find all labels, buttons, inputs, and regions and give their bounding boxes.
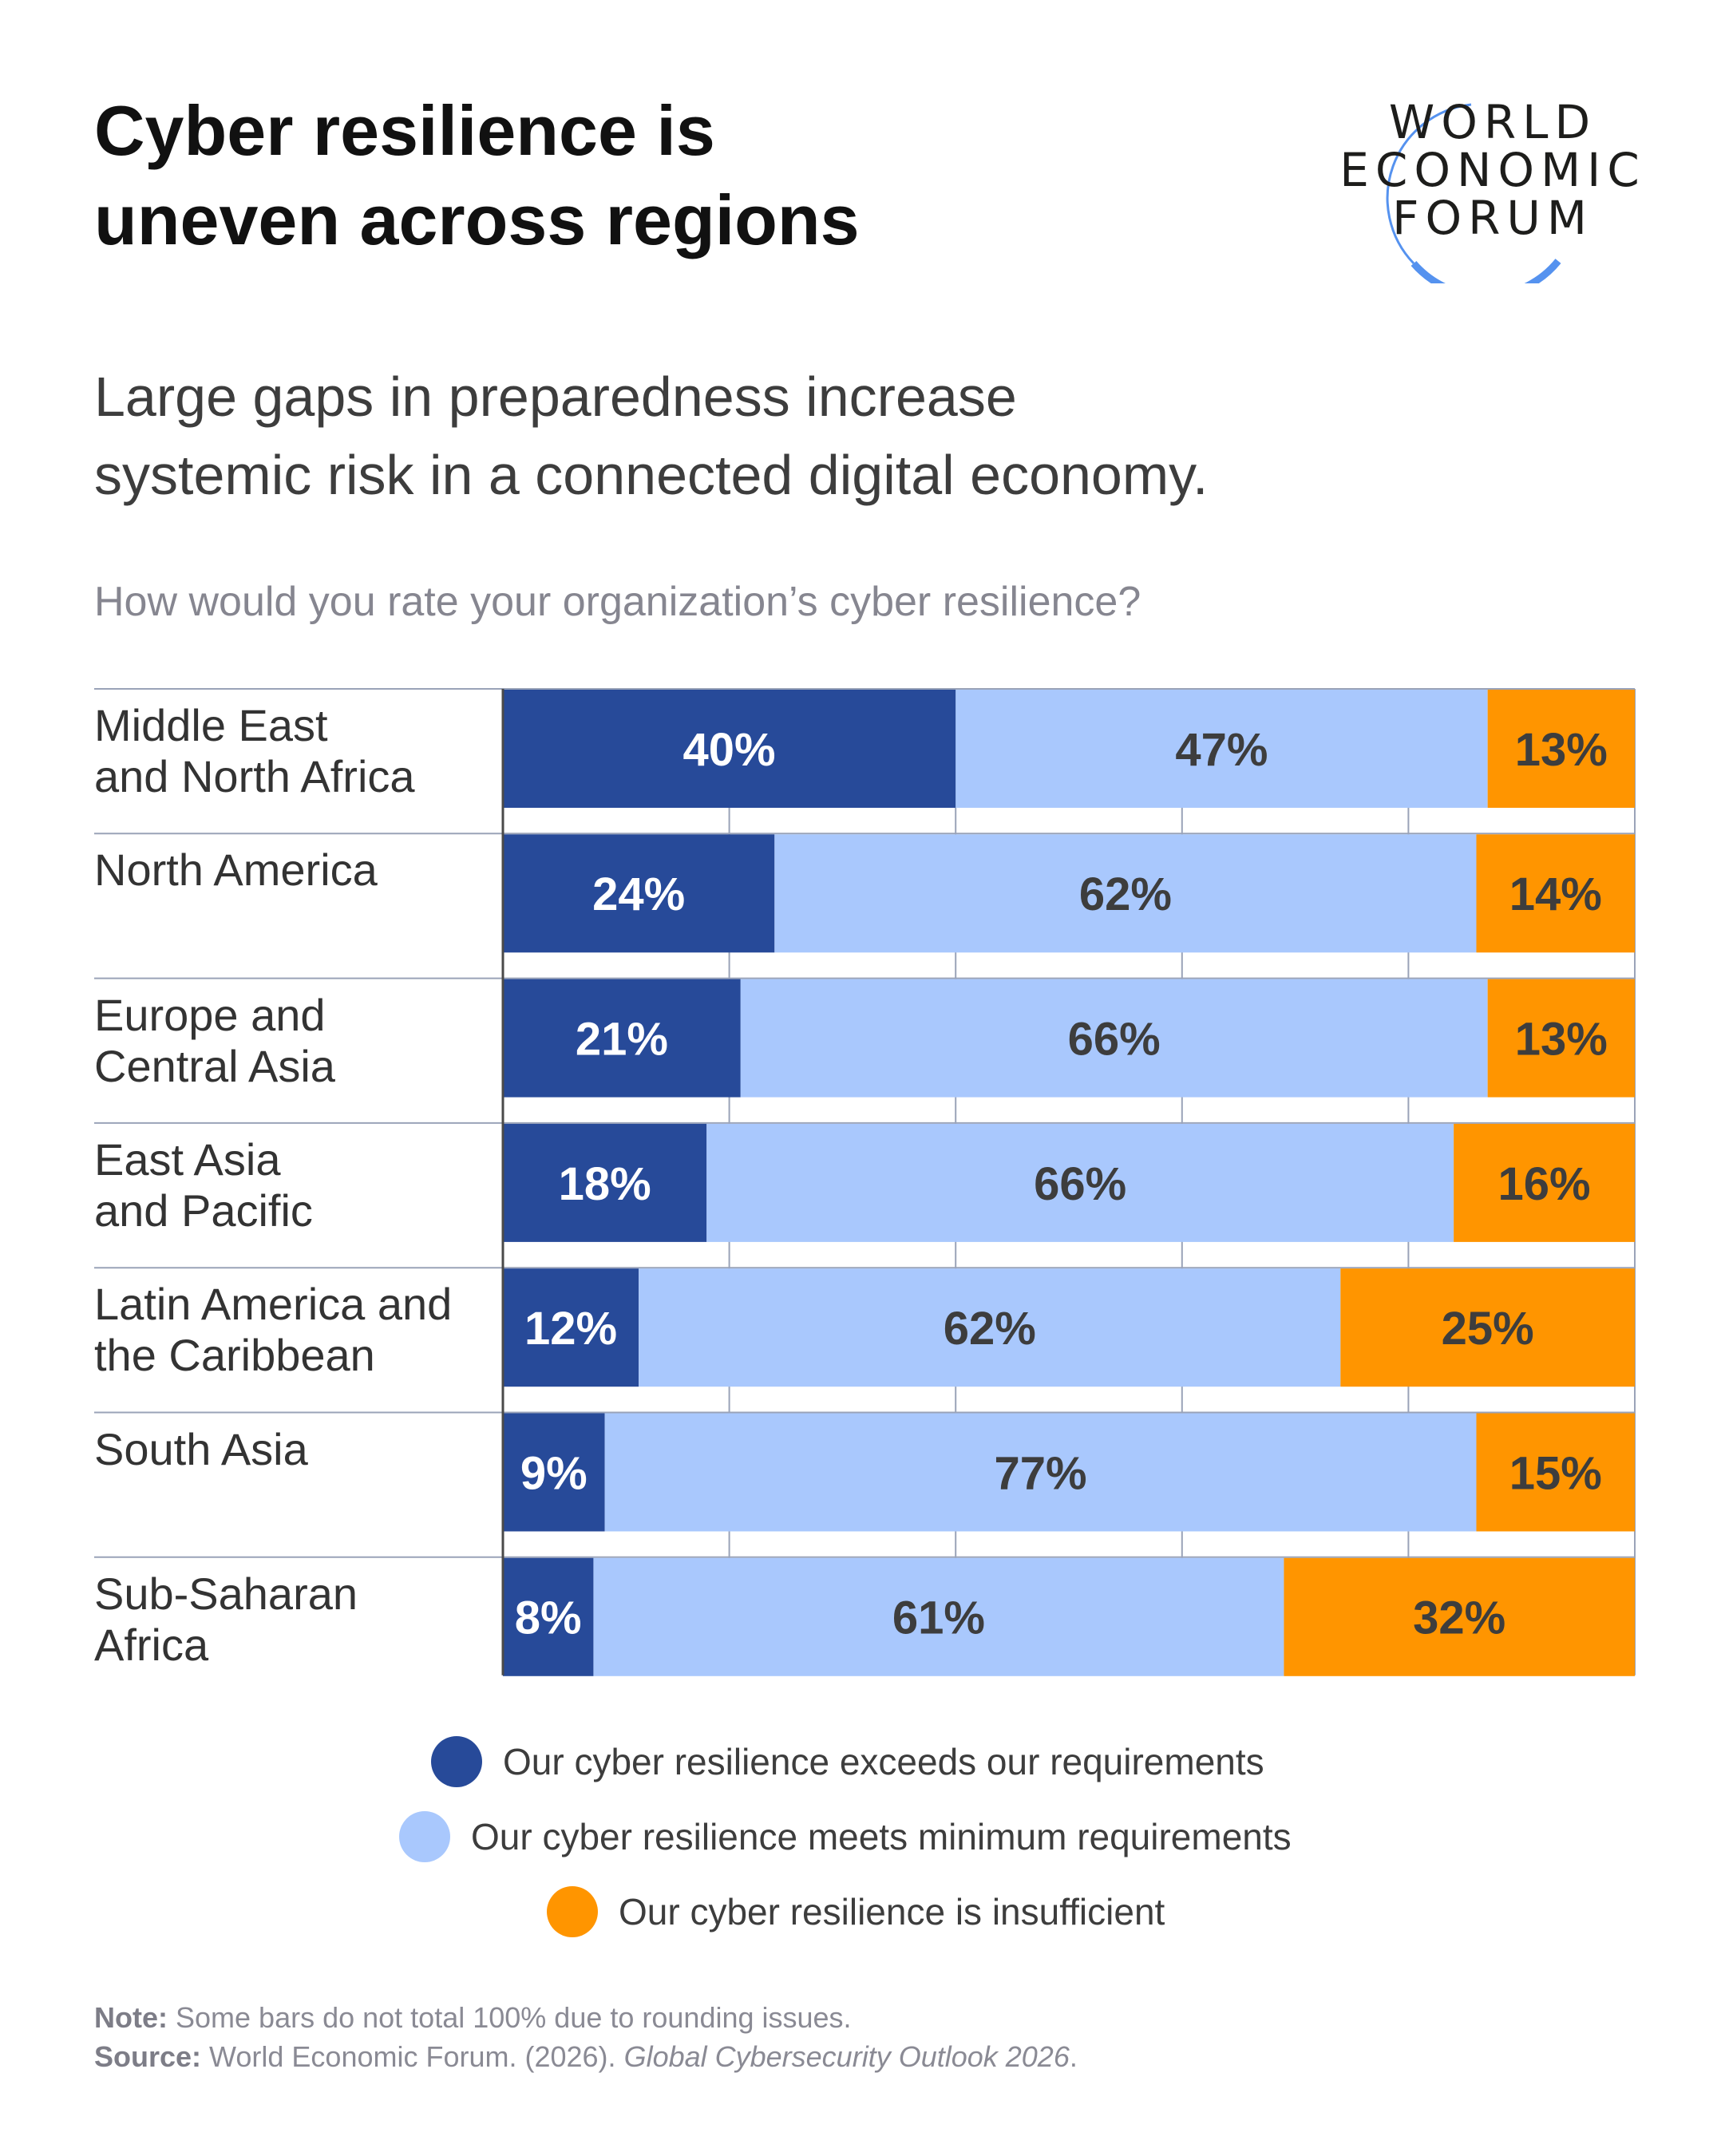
category-label: Middle East and North Africa: [94, 700, 493, 802]
bar-segment-insufficient: [1340, 1268, 1635, 1387]
category-label-line: and Pacific: [94, 1185, 313, 1236]
category-label: South Asia: [94, 1424, 493, 1475]
bar-segment-insufficient: [1487, 690, 1635, 808]
bar-segment-meets: [774, 834, 1477, 953]
data-label-exceeds: 40%: [683, 724, 776, 776]
bar-segment-exceeds: [503, 1268, 639, 1387]
data-label-insufficient: 14%: [1509, 868, 1602, 920]
category-label-line: East Asia: [94, 1133, 281, 1185]
legend-item-insufficient: Our cyber resilience is insufficient: [547, 1884, 1165, 1940]
title-line-2: uneven across regions: [94, 180, 860, 259]
bar-segment-exceeds: [503, 690, 956, 808]
legend-swatch-insufficient: [547, 1886, 598, 1937]
data-label-insufficient: 16%: [1498, 1158, 1591, 1210]
category-label-line: South Asia: [94, 1423, 308, 1474]
data-label-meets: 62%: [944, 1303, 1036, 1355]
data-label-insufficient: 25%: [1442, 1303, 1534, 1355]
data-label-exceeds: 21%: [576, 1013, 668, 1065]
bar-segment-meets: [740, 979, 1488, 1098]
bar-segment-insufficient: [1476, 1413, 1635, 1532]
bar-segment-insufficient: [1454, 1123, 1635, 1242]
note-label: Note:: [94, 2001, 168, 2034]
source-title: Global Cybersecurity Outlook 2026: [623, 2040, 1070, 2073]
data-label-exceeds: 8%: [515, 1592, 582, 1644]
data-label-insufficient: 32%: [1413, 1592, 1505, 1644]
category-label-line: and North Africa: [94, 751, 415, 801]
logo-word-world: WORLD: [1388, 95, 1597, 149]
bar-segment-exceeds: [503, 1413, 605, 1532]
legend-label: Our cyber resilience exceeds our require…: [503, 1741, 1264, 1782]
category-label-line: the Caribbean: [94, 1330, 375, 1381]
data-label-exceeds: 18%: [559, 1158, 651, 1210]
subtitle-line-1: Large gaps in preparedness increase: [94, 366, 1017, 428]
legend-label: Our cyber resilience meets minimum requi…: [471, 1816, 1292, 1857]
data-label-meets: 77%: [995, 1447, 1087, 1499]
legend-label: Our cyber resilience is insufficient: [619, 1891, 1165, 1932]
legend-swatch-exceeds: [431, 1736, 482, 1787]
data-label-meets: 62%: [1079, 868, 1172, 920]
bar-segment-insufficient: [1487, 979, 1635, 1098]
category-label-line: Latin America and: [94, 1279, 453, 1330]
category-label-line: Sub-Saharan: [94, 1568, 358, 1619]
bar-segment-meets: [593, 1557, 1284, 1676]
footer-note: Note: Some bars do not total 100% due to…: [94, 1999, 852, 2037]
source-end: .: [1069, 2040, 1078, 2073]
logo-word-economic: ECONOMIC: [1339, 143, 1646, 197]
data-label-exceeds: 24%: [592, 868, 685, 920]
legend-swatch-meets: [399, 1811, 450, 1862]
bar-segment-meets: [604, 1413, 1477, 1532]
legend-item-meets: Our cyber resilience meets minimum requi…: [399, 1809, 1292, 1865]
note-text: Some bars do not total 100% due to round…: [168, 2001, 852, 2034]
bar-segment-exceeds: [503, 1123, 707, 1242]
chart-title: Cyber resilience is uneven across region…: [94, 86, 1212, 265]
category-label: North America: [94, 845, 493, 896]
bar-segment-exceeds: [503, 834, 775, 953]
category-label: Sub-Saharan Africa: [94, 1569, 493, 1671]
category-label-line: Middle East: [94, 700, 328, 750]
logo-arc-icon: [1386, 103, 1561, 283]
bar-segment-insufficient: [1284, 1557, 1635, 1676]
category-label: Europe and Central Asia: [94, 990, 493, 1092]
subtitle-line-2: systemic risk in a connected digital eco…: [94, 444, 1209, 506]
data-label-insufficient: 13%: [1515, 724, 1608, 776]
footer-source: Source: World Economic Forum. (2026). Gl…: [94, 2038, 1078, 2076]
wef-logo: WORLD ECONOMIC FORUM: [1325, 84, 1660, 283]
source-text: World Economic Forum. (2026).: [201, 2040, 624, 2073]
bar-segment-exceeds: [503, 979, 741, 1098]
category-label: East Asia and Pacific: [94, 1134, 493, 1236]
category-label: Latin America and the Caribbean: [94, 1279, 493, 1381]
bar-segment-meets: [955, 690, 1488, 808]
subtitle: Large gaps in preparedness increase syst…: [94, 358, 1531, 514]
data-label-insufficient: 15%: [1509, 1447, 1602, 1499]
data-label-meets: 61%: [892, 1592, 985, 1644]
title-line-1: Cyber resilience is: [94, 91, 715, 170]
category-label-line: Central Asia: [94, 1040, 335, 1091]
category-label-line: Africa: [94, 1619, 209, 1670]
data-label-exceeds: 12%: [524, 1303, 617, 1355]
data-label-meets: 66%: [1068, 1013, 1161, 1065]
bar-segment-meets: [639, 1268, 1341, 1387]
category-label-line: North America: [94, 845, 378, 896]
legend-item-exceeds: Our cyber resilience exceeds our require…: [431, 1734, 1264, 1790]
category-label-line: Europe and: [94, 989, 326, 1040]
source-label: Source:: [94, 2040, 202, 2073]
survey-question: How would you rate your organization’s c…: [94, 579, 1141, 625]
bar-segment-exceeds: [503, 1557, 594, 1676]
data-label-exceeds: 9%: [520, 1447, 588, 1499]
logo-word-forum: FORUM: [1392, 191, 1593, 245]
bar-segment-meets: [706, 1123, 1454, 1242]
data-label-meets: 47%: [1175, 724, 1268, 776]
bar-segment-insufficient: [1476, 834, 1635, 953]
data-label-insufficient: 13%: [1515, 1013, 1608, 1065]
data-label-meets: 66%: [1034, 1158, 1126, 1210]
